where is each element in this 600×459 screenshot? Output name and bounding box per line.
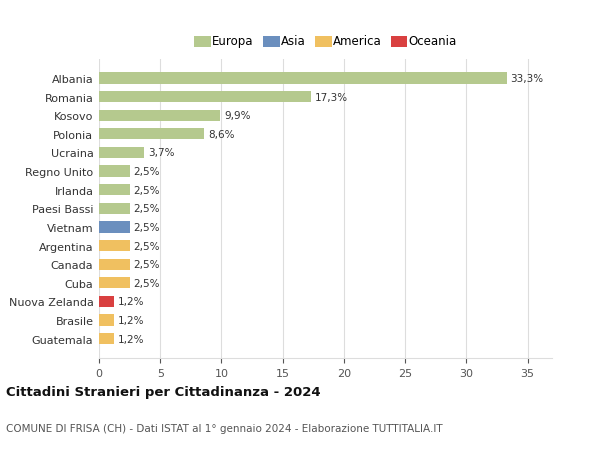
Legend: Europa, Asia, America, Oceania: Europa, Asia, America, Oceania — [192, 33, 459, 50]
Bar — [99, 129, 204, 140]
Bar — [99, 333, 113, 344]
Text: 17,3%: 17,3% — [314, 92, 347, 102]
Text: 9,9%: 9,9% — [224, 111, 250, 121]
Bar — [99, 185, 130, 196]
Bar — [99, 166, 130, 177]
Text: 2,5%: 2,5% — [133, 185, 160, 195]
Text: 2,5%: 2,5% — [133, 278, 160, 288]
Text: 2,5%: 2,5% — [133, 241, 160, 251]
Bar — [99, 203, 130, 214]
Text: 33,3%: 33,3% — [511, 74, 544, 84]
Text: 2,5%: 2,5% — [133, 260, 160, 269]
Text: COMUNE DI FRISA (CH) - Dati ISTAT al 1° gennaio 2024 - Elaborazione TUTTITALIA.I: COMUNE DI FRISA (CH) - Dati ISTAT al 1° … — [6, 424, 443, 433]
Text: 1,2%: 1,2% — [118, 334, 144, 344]
Bar — [99, 92, 311, 103]
Bar — [99, 296, 113, 308]
Bar — [99, 259, 130, 270]
Text: 2,5%: 2,5% — [133, 204, 160, 214]
Text: 2,5%: 2,5% — [133, 223, 160, 232]
Bar — [99, 147, 145, 159]
Bar — [99, 315, 113, 326]
Bar — [99, 110, 220, 122]
Bar — [99, 278, 130, 289]
Text: 1,2%: 1,2% — [118, 315, 144, 325]
Text: 1,2%: 1,2% — [118, 297, 144, 307]
Bar — [99, 241, 130, 252]
Text: 3,7%: 3,7% — [148, 148, 175, 158]
Bar — [99, 222, 130, 233]
Bar — [99, 73, 506, 84]
Text: 2,5%: 2,5% — [133, 167, 160, 177]
Text: 8,6%: 8,6% — [208, 129, 235, 140]
Text: Cittadini Stranieri per Cittadinanza - 2024: Cittadini Stranieri per Cittadinanza - 2… — [6, 385, 320, 398]
